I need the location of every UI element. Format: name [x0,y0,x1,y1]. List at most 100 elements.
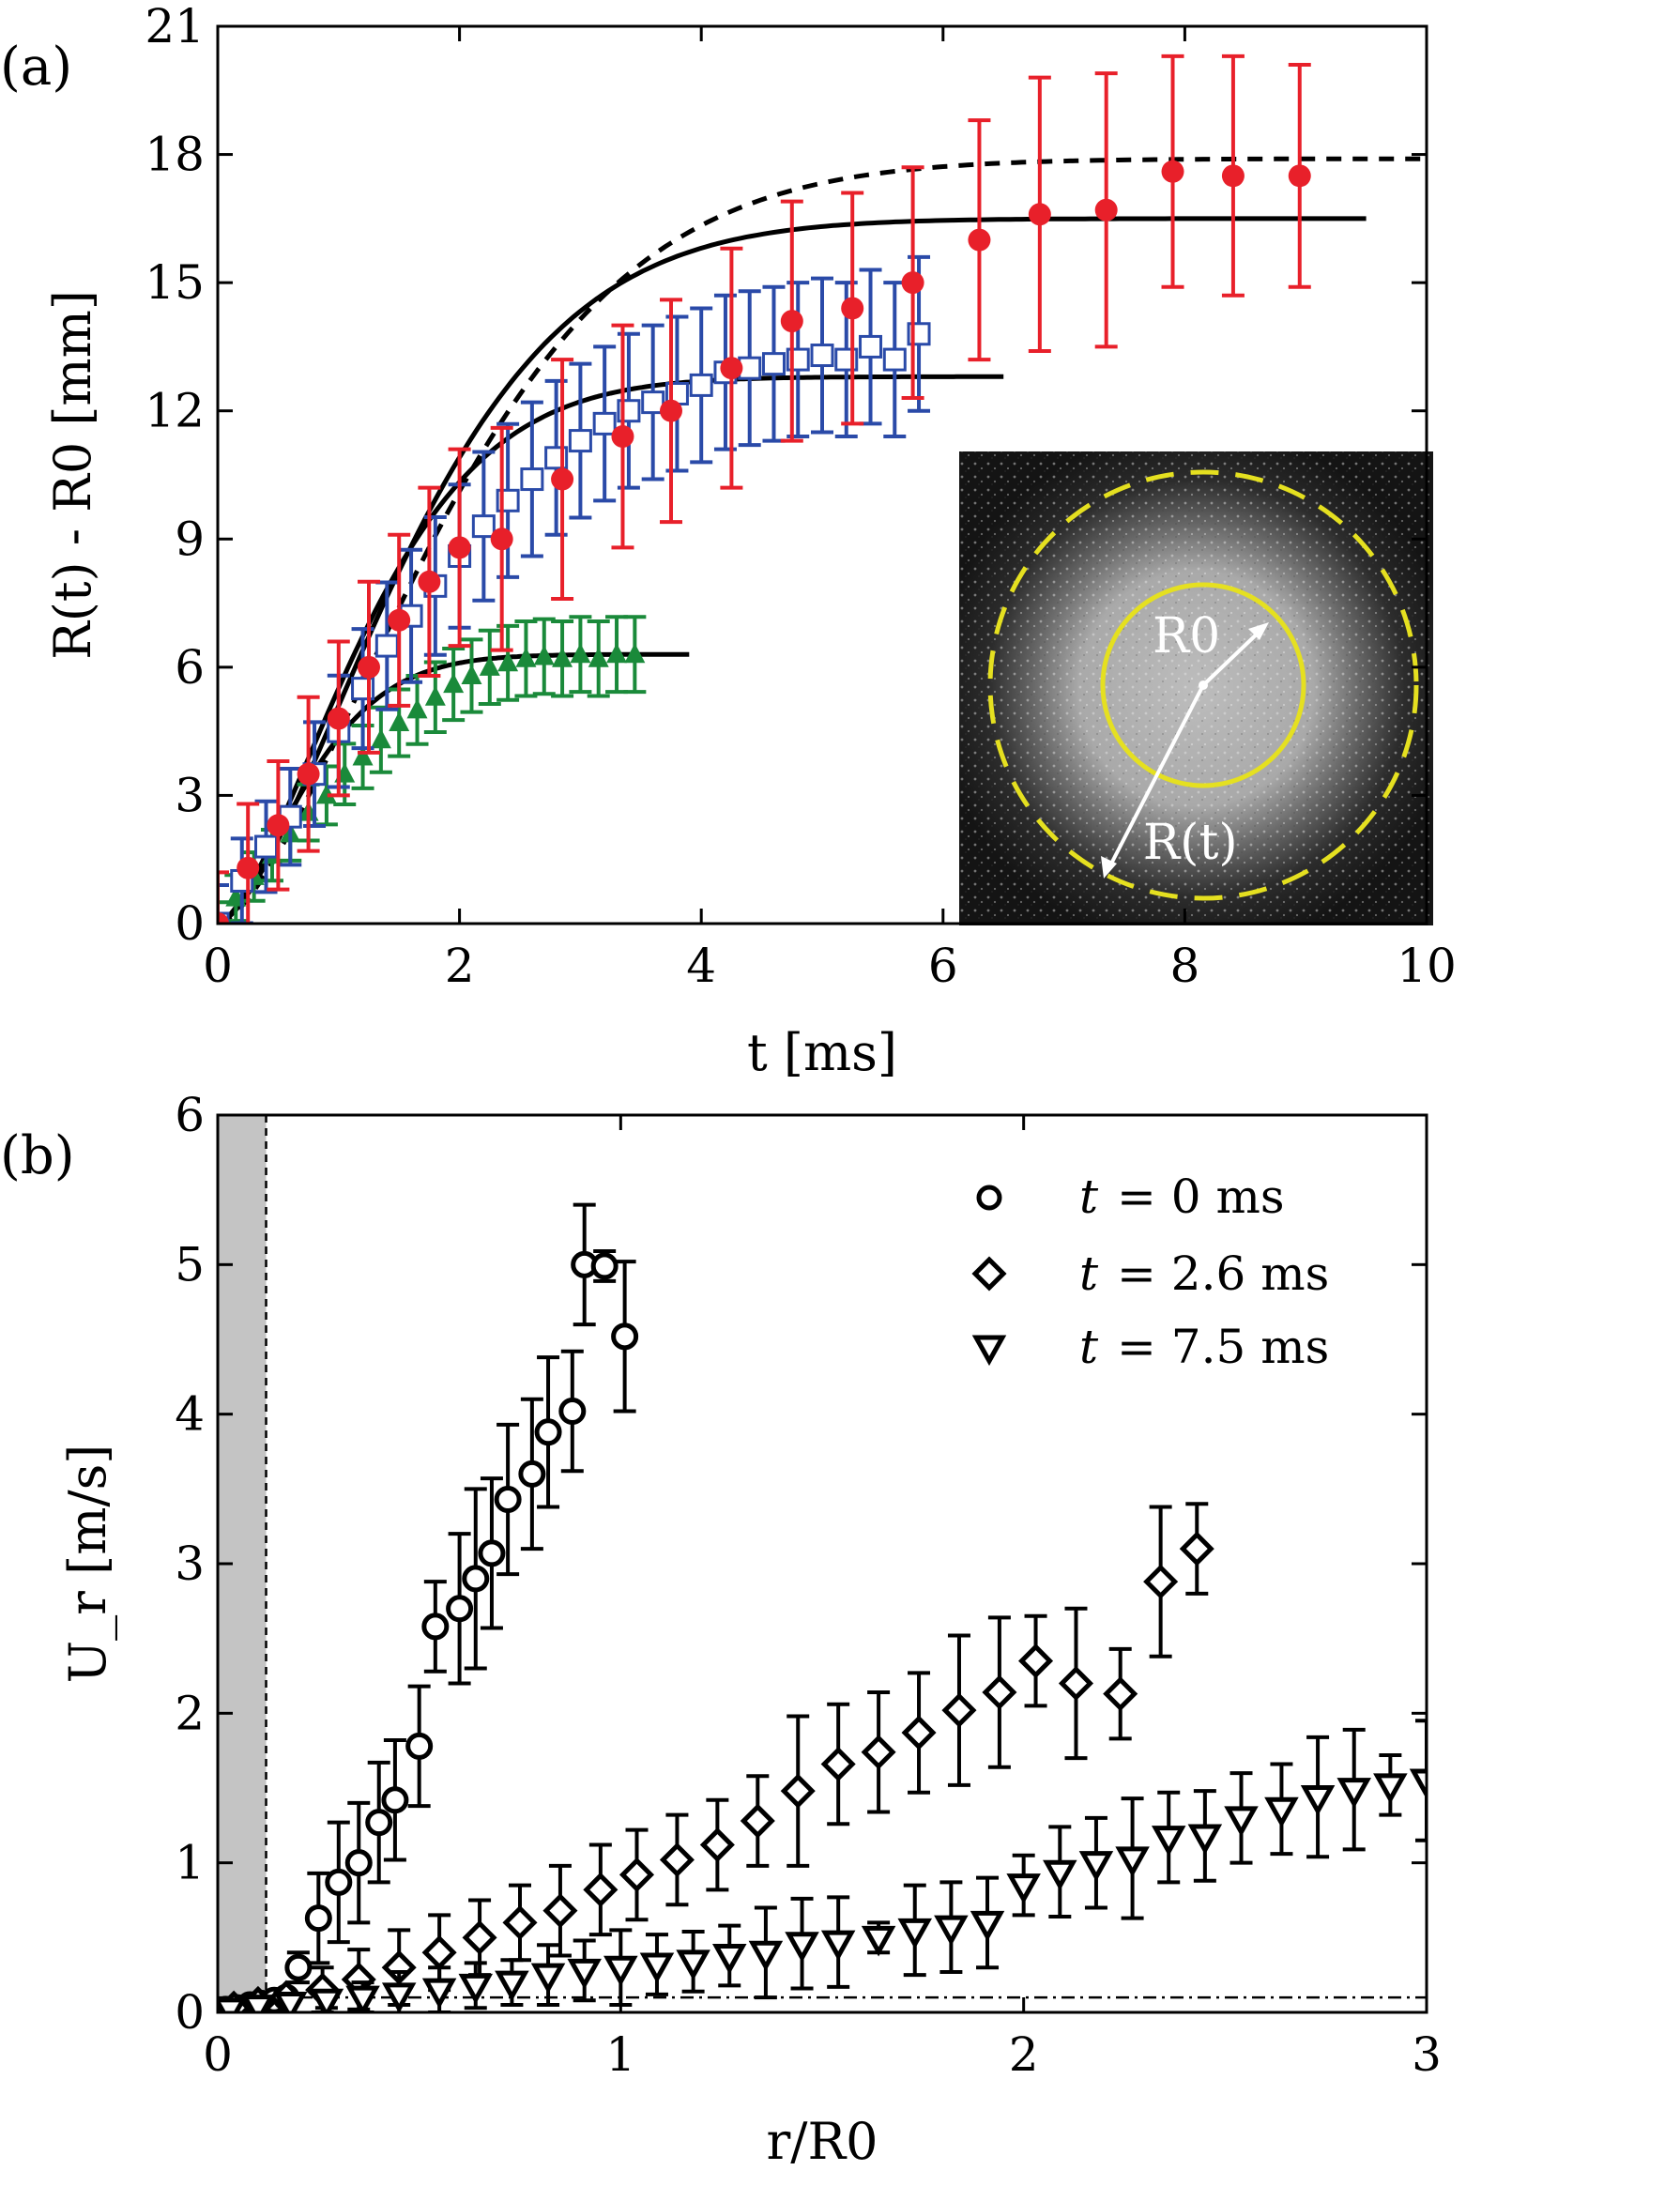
panel-b: (b) 0 1 2 3 0 1 2 3 4 5 6 t = 0 ms t = 2.6 ms t = … [0,1088,1442,2171]
b-circle-point [421,1613,450,1641]
b-diamond-point [780,1773,816,1809]
b-circle-point [284,1953,313,1981]
red-circle-point [611,425,634,449]
rt-arrowhead [1101,856,1117,879]
b-diamond-point [1058,1665,1094,1702]
b-triangle-point [748,1940,784,1972]
b-diamond-point [502,1904,538,1940]
blue-square-point [761,352,786,376]
inset-label-rt: R(t) [1143,815,1238,871]
b-triangle-point [1151,1826,1186,1857]
a-ytick-label: 9 [175,512,205,566]
b-triangle-point [1078,1851,1114,1882]
legend-text-2: = 7.5 ms [1117,1320,1329,1374]
red-circle-point [1161,160,1184,183]
outer-dashed-circle [987,469,1419,901]
blue-square-point [641,390,665,415]
b-diamond-point [941,1692,977,1728]
b-triangle-point [711,1943,747,1975]
green-triangle-point [315,784,337,804]
b-triangle-point [785,1932,819,1963]
b-triangle-point [421,1978,457,2010]
b-circle-point [611,1322,639,1351]
green-triangle-point [515,647,537,667]
red-circle-point [267,814,290,837]
b-diamond-point [1018,1643,1054,1679]
b-triangle-point [820,1930,856,1962]
green-triangle-point [389,711,410,732]
b-triangle-point [309,1988,344,2012]
blue-square-point [568,429,592,453]
green-triangle-point [570,643,591,664]
a-ytick-label: 15 [145,255,205,310]
b-circle-point [462,1565,490,1593]
b-triangle-point [897,1918,933,1949]
b-triangle-point [273,1991,308,2012]
b-triangle-point [1043,1859,1077,1891]
b-circle-point [381,1786,409,1814]
red-circle-point [358,655,380,679]
red-circle-point [218,912,229,924]
red-circle-point [780,310,803,333]
a-ytick-label: 0 [175,896,205,951]
b-circle-point [304,1904,332,1933]
a-ytick-label: 6 [175,640,205,695]
panel-a: (a) R0 R(t) 0 2 4 6 8 10 0 3 6 9 12 15 18 21 t [ms] R… [0,0,1457,1082]
red-circle-point [1221,164,1245,188]
b-triangle-point [1336,1778,1371,1809]
b-diamond-point [462,1919,497,1955]
panel-b-xlabel: r/R0 [766,2112,878,2171]
b-circle-point [405,1732,434,1760]
b-diamond-point [1179,1531,1214,1567]
b-circle-point [558,1397,587,1425]
green-triangle-point [370,728,391,749]
a-ytick-label: 18 [145,128,205,182]
legend-marker-triangle [971,1335,1007,1367]
red-circle-point [660,399,682,422]
b-diamond-point [740,1803,775,1839]
b-xtick-label: 2 [1009,2027,1039,2082]
green-triangle-point [497,651,519,672]
blue-square-point [859,334,883,359]
a-xtick-label: 2 [445,939,475,993]
b-triangle-point [567,1958,602,1990]
green-triangle-point [424,685,446,706]
red-circle-point [388,608,411,632]
a-ytick-label: 21 [145,0,205,54]
panel-a-frame [216,24,1428,925]
b-triangle-point [1006,1873,1041,1904]
b-triangle-point [1300,1785,1336,1816]
a-xtick-label: 6 [928,939,958,993]
b-circle-point [365,1809,393,1837]
b-circle-point [478,1539,506,1567]
green-triangle-point [552,647,573,667]
green-triangle-point [624,643,646,664]
r0-arrow [1201,625,1266,687]
red-circle-point [448,536,471,559]
red-circle-point [1028,203,1051,226]
b-diamond-point [820,1746,856,1782]
b-triangle-point [381,1982,417,2012]
inset-label-r0: R0 [1153,608,1220,665]
b-triangle-point [530,1963,566,1995]
b-ytick-label: 3 [175,1536,205,1591]
a-xtick-label: 4 [686,939,716,993]
green-triangle-point [533,645,555,665]
b-diamond-point [861,1735,896,1770]
red-circle-point [237,856,260,879]
rt-arrow [1106,684,1205,872]
b-xtick-label: 0 [203,2027,233,2082]
b-diamond-point [1103,1676,1138,1712]
legend-text-1: = 2.6 ms [1117,1246,1329,1301]
red-circle-point [418,570,441,593]
red-circle-point [297,762,320,786]
legend-marker-diamond [971,1256,1007,1292]
b-diamond-point [619,1857,655,1892]
panel-a-xlabel: t [ms] [747,1023,897,1082]
a-ytick-label: 12 [145,384,205,438]
b-triangle-point [1115,1846,1150,1878]
fit-curve-1 [218,156,1427,924]
b-triangle-point [240,1995,276,2012]
b-ytick-label: 0 [175,1985,205,2040]
